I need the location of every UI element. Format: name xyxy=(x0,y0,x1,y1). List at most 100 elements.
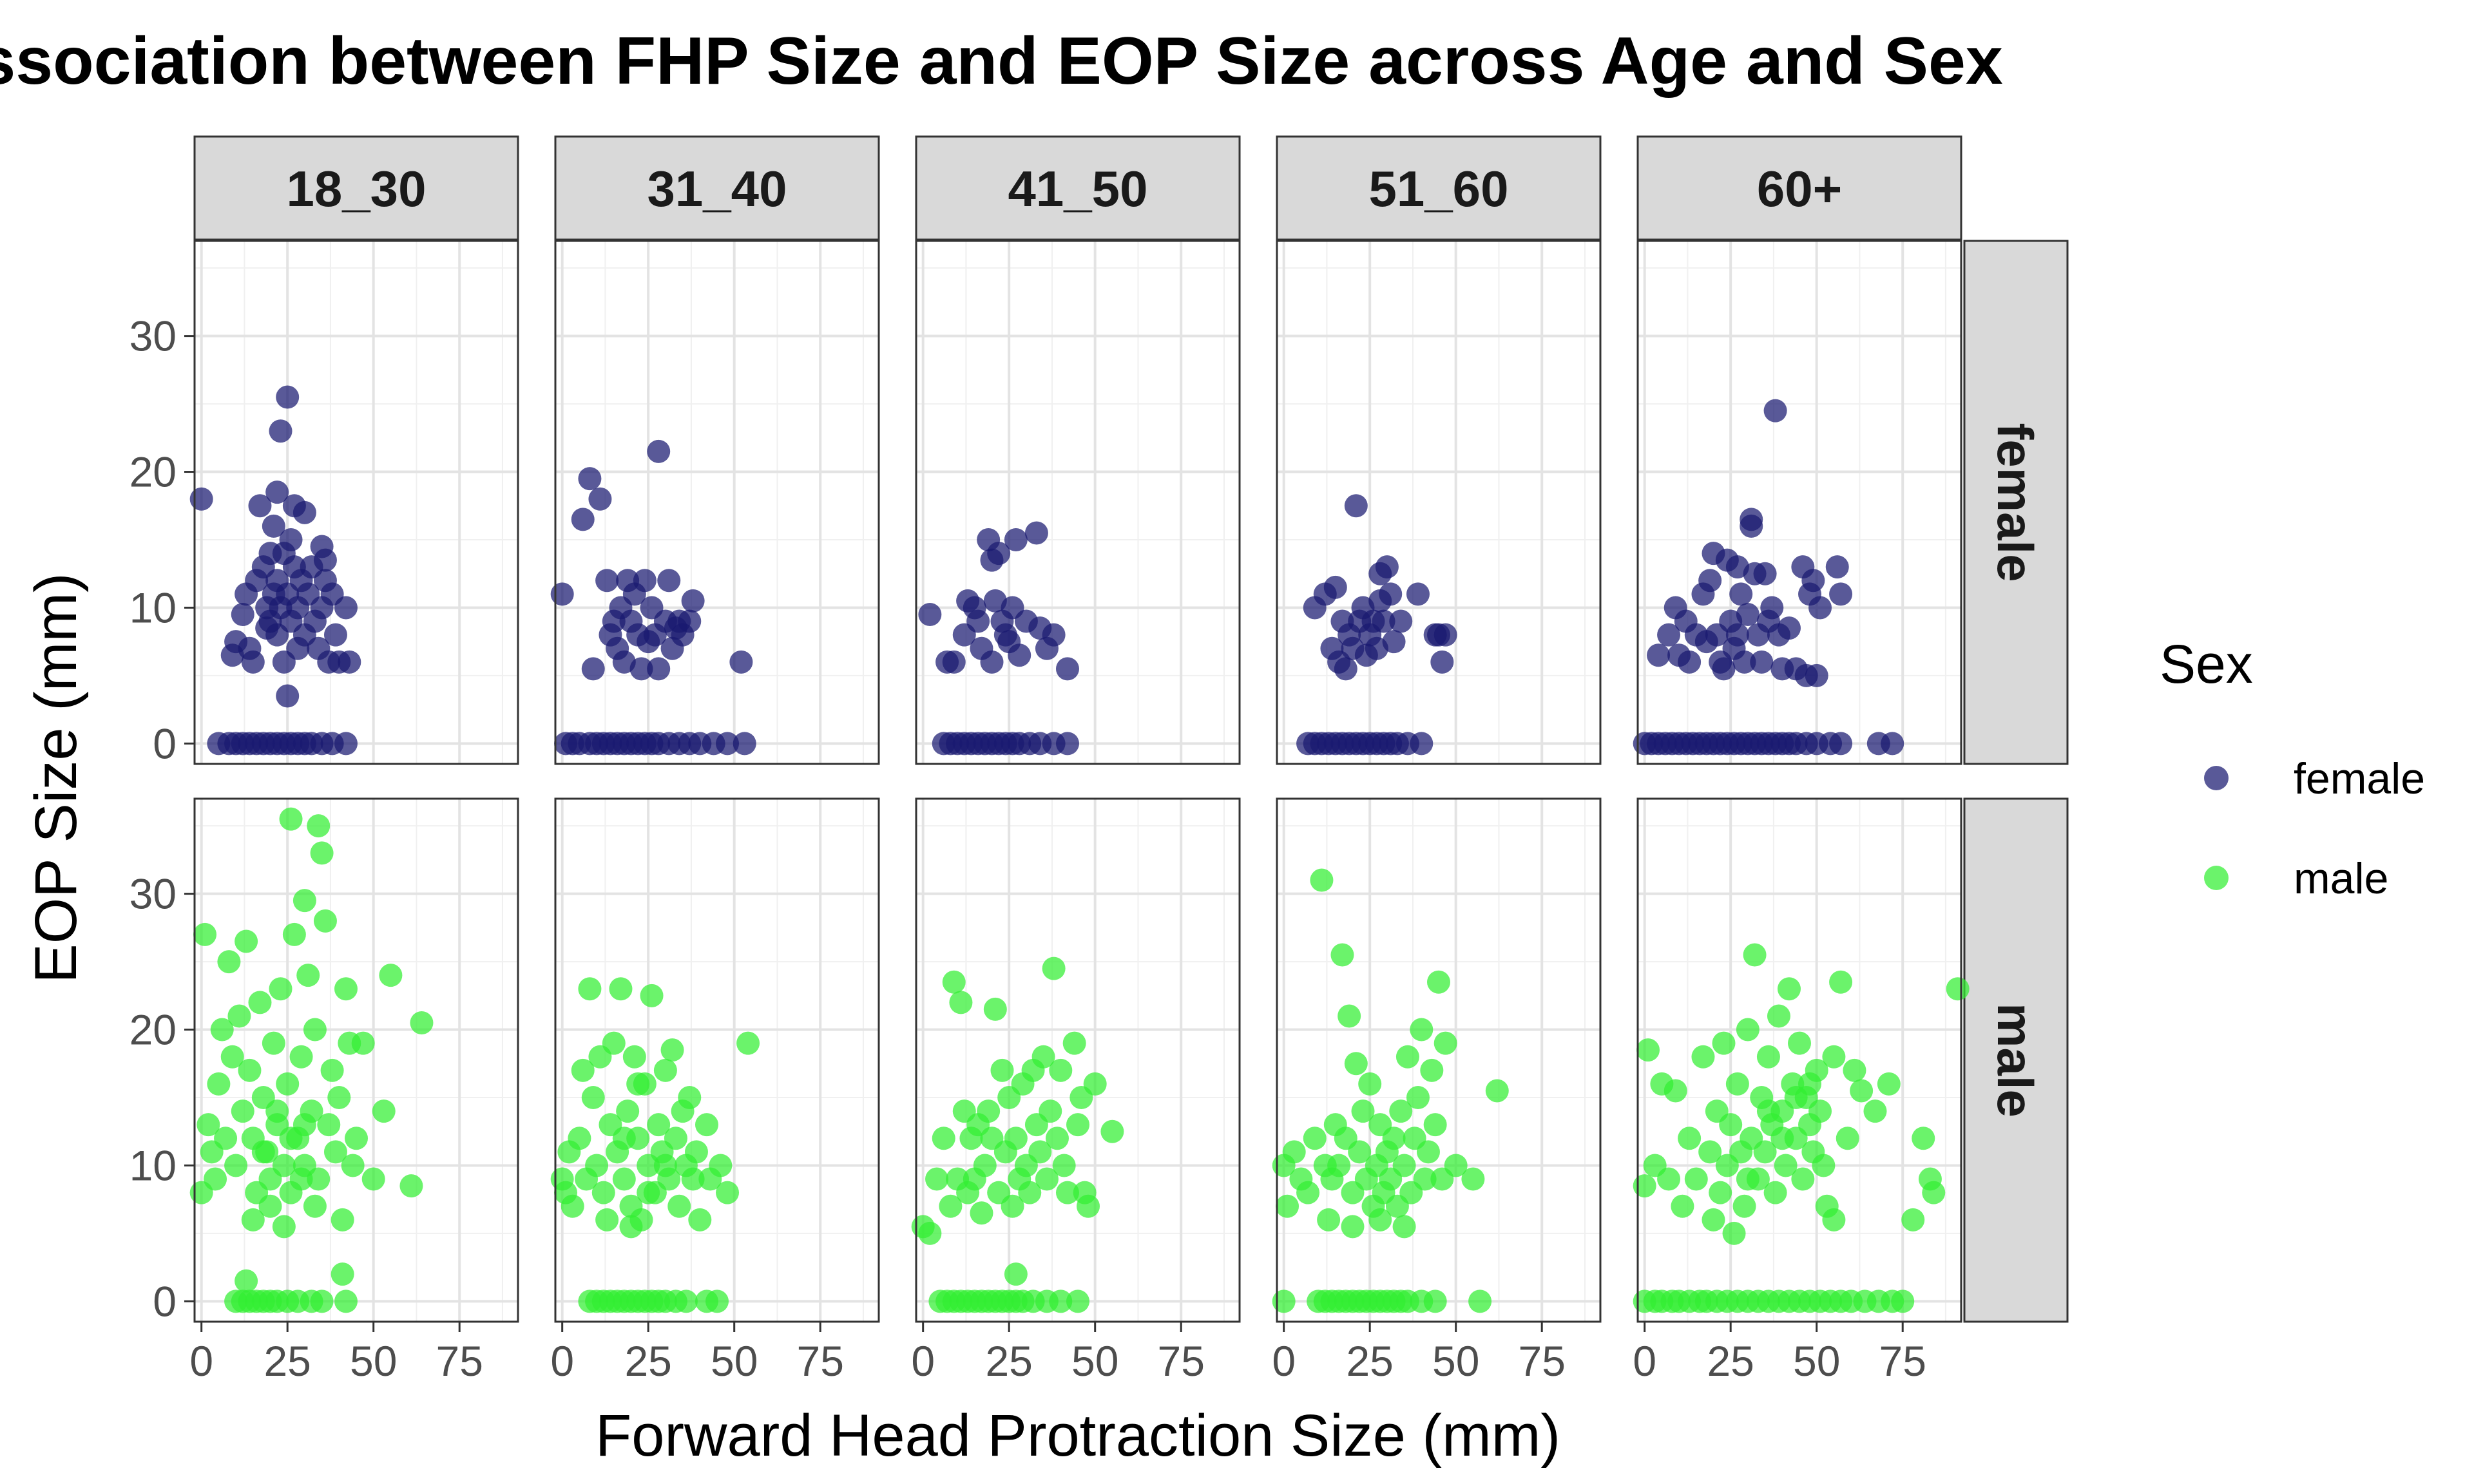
data-point xyxy=(568,1127,591,1150)
data-point xyxy=(320,1058,344,1082)
data-point xyxy=(1922,1181,1946,1204)
legend-label: male xyxy=(2294,854,2388,903)
data-point xyxy=(1698,1140,1722,1164)
data-point xyxy=(1296,1181,1320,1204)
facet-strip-label: 31_40 xyxy=(647,160,787,217)
data-point xyxy=(1850,1079,1874,1103)
data-point xyxy=(1822,1045,1846,1069)
data-point xyxy=(1736,1018,1760,1042)
data-point xyxy=(1719,1113,1743,1137)
data-point xyxy=(681,1167,705,1191)
data-point xyxy=(1348,1140,1372,1164)
data-point xyxy=(1702,1208,1725,1232)
data-point xyxy=(1413,1167,1437,1191)
data-point xyxy=(609,977,633,1001)
data-point xyxy=(331,1208,354,1232)
data-point xyxy=(1732,1194,1756,1218)
data-point xyxy=(1338,1004,1361,1028)
x-tick-label: 25 xyxy=(624,1337,671,1385)
data-point xyxy=(1825,555,1849,579)
data-point xyxy=(379,964,403,987)
data-point xyxy=(660,1038,684,1062)
data-point xyxy=(1434,623,1457,647)
panel-border xyxy=(1636,240,1962,765)
data-point xyxy=(578,977,602,1001)
data-point xyxy=(220,1045,244,1069)
data-point xyxy=(276,684,300,708)
data-point xyxy=(1822,1208,1846,1232)
data-point xyxy=(647,439,671,463)
data-point xyxy=(272,1215,296,1239)
data-point xyxy=(1427,970,1450,994)
data-point xyxy=(189,487,213,511)
data-point xyxy=(1743,943,1767,967)
x-tick-label: 50 xyxy=(1071,1337,1118,1385)
data-point xyxy=(289,1167,313,1191)
data-point xyxy=(1375,555,1399,579)
data-point xyxy=(193,922,217,946)
data-point xyxy=(1760,596,1784,620)
data-point xyxy=(1946,977,1970,1001)
facet-strip-31_40 xyxy=(554,135,880,241)
panel-border xyxy=(554,240,880,765)
data-point xyxy=(1729,582,1753,606)
data-point xyxy=(1829,970,1853,994)
x-tick-label: 50 xyxy=(350,1337,397,1385)
data-point xyxy=(372,1099,396,1123)
data-point xyxy=(1066,1289,1089,1313)
data-point xyxy=(1736,603,1760,626)
data-point xyxy=(1636,1038,1660,1062)
data-point xyxy=(238,1058,262,1082)
data-point xyxy=(334,596,358,620)
data-point xyxy=(296,964,320,987)
data-point xyxy=(1031,1045,1055,1069)
data-point xyxy=(664,1127,687,1150)
data-point xyxy=(980,548,1004,572)
data-point xyxy=(197,1113,220,1137)
facet-strip-51_60 xyxy=(1276,135,1602,241)
data-point xyxy=(1657,623,1681,647)
x-tick-label: 75 xyxy=(1879,1337,1926,1385)
data-point xyxy=(695,1113,718,1137)
data-point xyxy=(1430,650,1454,674)
data-point xyxy=(1698,569,1722,593)
facet-panel-female-18_30 xyxy=(189,240,519,765)
x-tick-label: 75 xyxy=(797,1337,844,1385)
facet-panel-male-51_60 xyxy=(1272,797,1602,1323)
y-tick-label: 10 xyxy=(129,1141,177,1189)
data-point xyxy=(550,582,574,606)
data-point xyxy=(1712,657,1736,681)
data-point xyxy=(1891,1289,1915,1313)
data-point xyxy=(1808,596,1832,620)
data-point xyxy=(942,970,966,994)
data-point xyxy=(681,589,705,613)
data-point xyxy=(1843,1058,1866,1082)
data-point xyxy=(1416,1140,1440,1164)
data-point xyxy=(303,1194,327,1218)
data-point xyxy=(1732,650,1756,674)
data-points xyxy=(918,521,1079,756)
data-point xyxy=(956,589,980,613)
x-tick-label: 25 xyxy=(264,1337,311,1385)
data-point xyxy=(1722,1221,1746,1245)
legend-title: Sex xyxy=(2160,634,2253,694)
data-point xyxy=(341,1154,365,1177)
data-point xyxy=(265,1099,289,1123)
x-tick-label: 0 xyxy=(1633,1337,1656,1385)
data-point xyxy=(1042,623,1066,647)
panel-grid xyxy=(1277,241,1600,764)
data-point xyxy=(1382,1127,1406,1150)
data-point xyxy=(1678,1127,1702,1150)
data-point xyxy=(248,991,272,1014)
data-point xyxy=(918,603,942,626)
data-point xyxy=(1004,1127,1028,1150)
data-point xyxy=(217,950,241,974)
data-point xyxy=(224,1154,248,1177)
data-point xyxy=(1389,609,1413,633)
x-tick-label: 25 xyxy=(1346,1337,1393,1385)
facet-panel-female-41_50 xyxy=(915,240,1241,765)
data-point xyxy=(292,500,316,524)
data-point xyxy=(1330,943,1354,967)
data-point xyxy=(1334,657,1357,681)
data-point xyxy=(214,1127,238,1150)
